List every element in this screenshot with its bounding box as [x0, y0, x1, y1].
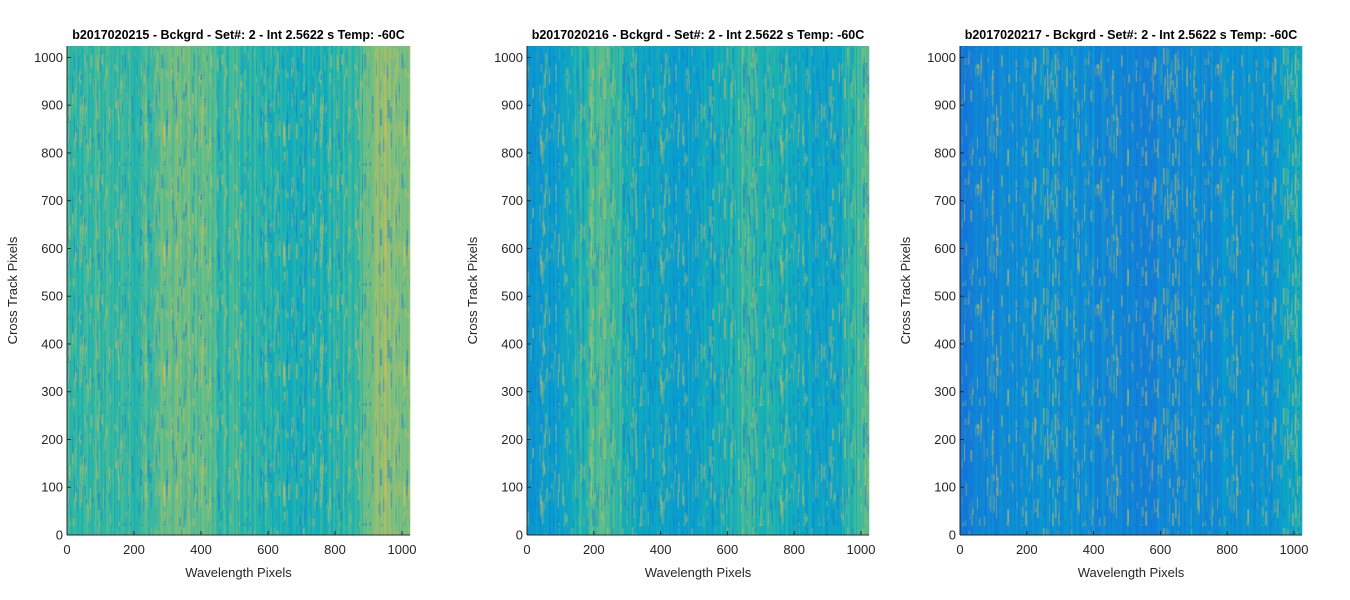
y-tick-label: 600	[501, 241, 523, 256]
y-tick-label: 800	[934, 145, 956, 160]
y-tick-label: 300	[501, 384, 523, 399]
x-tick-label: 800	[324, 542, 346, 557]
y-tick-label: 400	[501, 336, 523, 351]
y-tick-label: 0	[949, 528, 956, 543]
x-tick-label: 800	[1216, 542, 1238, 557]
x-tick-label: 600	[257, 542, 279, 557]
y-tick-label: 300	[41, 384, 63, 399]
x-axis-label: Wavelength Pixels	[645, 565, 752, 580]
y-tick-label: 500	[41, 289, 63, 304]
y-tick-label: 100	[934, 480, 956, 495]
chart-panel-3: 0 100 200 300 400 500 600 700 800 900 1000 0 200 400 6…	[898, 28, 1308, 580]
y-tick-label: 700	[501, 193, 523, 208]
heatmap-image-2	[527, 46, 870, 535]
y-tick-label: 900	[501, 98, 523, 113]
y-tick-label: 0	[516, 528, 523, 543]
y-tick-label: 800	[501, 145, 523, 160]
y-tick-label: 400	[934, 336, 956, 351]
y-tick-label: 600	[41, 241, 63, 256]
y-axis-label: Cross Track Pixels	[465, 236, 480, 344]
x-tick-label: 600	[717, 542, 739, 557]
x-tick-label: 400	[650, 542, 672, 557]
x-tick-label: 1000	[388, 542, 417, 557]
chart-title: b2017020217 - Bckgrd - Set#: 2 - Int 2.5…	[965, 28, 1298, 42]
y-tick-label: 0	[56, 528, 63, 543]
x-axis-label: Wavelength Pixels	[185, 565, 292, 580]
x-tick-label: 1000	[1280, 542, 1309, 557]
y-tick-label: 500	[501, 289, 523, 304]
chart-title: b2017020215 - Bckgrd - Set#: 2 - Int 2.5…	[72, 28, 405, 42]
x-tick-label: 400	[1083, 542, 1105, 557]
y-tick-label: 500	[934, 289, 956, 304]
x-tick-label: 600	[1150, 542, 1172, 557]
y-tick-label: 200	[934, 432, 956, 447]
y-axis-label: Cross Track Pixels	[898, 236, 913, 344]
x-tick-label: 800	[783, 542, 805, 557]
y-tick-label: 400	[41, 336, 63, 351]
chart-panel-2: 0 100 200 300 400 500 600 700 800 900 1000 0 200 400 6…	[465, 28, 875, 580]
x-tick-label: 0	[956, 542, 963, 557]
y-tick-label: 100	[501, 480, 523, 495]
x-tick-label: 200	[1016, 542, 1038, 557]
heatmap-image-3	[960, 46, 1303, 535]
y-tick-label: 800	[41, 145, 63, 160]
x-tick-label: 200	[583, 542, 605, 557]
y-tick-label: 1000	[494, 50, 523, 65]
y-tick-label: 1000	[34, 50, 63, 65]
heatmap-image-1	[67, 46, 411, 535]
x-tick-label: 200	[123, 542, 145, 557]
y-tick-label: 700	[934, 193, 956, 208]
y-tick-label: 600	[934, 241, 956, 256]
y-tick-label: 200	[41, 432, 63, 447]
y-tick-label: 100	[41, 480, 63, 495]
y-tick-label: 700	[41, 193, 63, 208]
x-tick-label: 1000	[847, 542, 876, 557]
chart-title: b2017020216 - Bckgrd - Set#: 2 - Int 2.5…	[532, 28, 865, 42]
y-tick-label: 1000	[927, 50, 956, 65]
y-tick-label: 300	[934, 384, 956, 399]
y-tick-label: 200	[501, 432, 523, 447]
y-axis-label: Cross Track Pixels	[5, 236, 20, 344]
chart-panel-1: 0 100 200 300 400 500 600 700 800 900 1000 0 200 400 6…	[5, 28, 416, 580]
x-tick-label: 0	[63, 542, 70, 557]
x-axis-label: Wavelength Pixels	[1078, 565, 1185, 580]
y-tick-label: 900	[934, 98, 956, 113]
x-tick-label: 400	[190, 542, 212, 557]
x-tick-label: 0	[523, 542, 530, 557]
y-tick-label: 900	[41, 98, 63, 113]
